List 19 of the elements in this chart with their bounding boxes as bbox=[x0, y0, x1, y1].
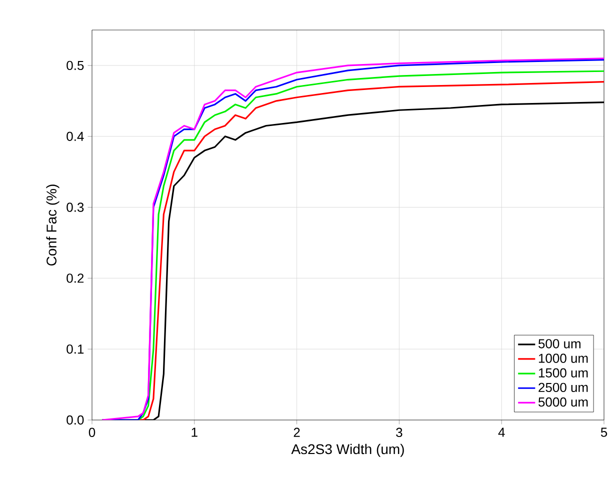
x-tick-label: 5 bbox=[600, 428, 608, 437]
x-tick-label: 1 bbox=[192, 428, 198, 437]
x-tick-label: 2 bbox=[294, 428, 300, 437]
legend-label: 500 um bbox=[538, 339, 580, 348]
legend-label: 1500 um bbox=[538, 368, 588, 378]
legend-label: 2500 um bbox=[538, 382, 588, 392]
y-tick-label: 0.2 bbox=[66, 274, 84, 283]
y-tick-label: 0.3 bbox=[66, 202, 84, 212]
y-tick-label: 0.0 bbox=[66, 415, 84, 425]
y-axis-title: Conf Fac (%) bbox=[46, 184, 60, 266]
legend-label: 1000 um bbox=[538, 354, 588, 363]
legend-label: 5000 um bbox=[538, 397, 588, 407]
x-tick-label: 4 bbox=[498, 428, 505, 437]
x-tick-label: 3 bbox=[396, 428, 402, 438]
y-tick-label: 0.5 bbox=[66, 60, 84, 70]
x-axis-title: As2S3 Width (um) bbox=[291, 444, 404, 457]
y-tick-label: 0.1 bbox=[66, 344, 84, 354]
x-tick-label: 0 bbox=[88, 428, 96, 438]
y-tick-label: 0.4 bbox=[66, 132, 84, 141]
